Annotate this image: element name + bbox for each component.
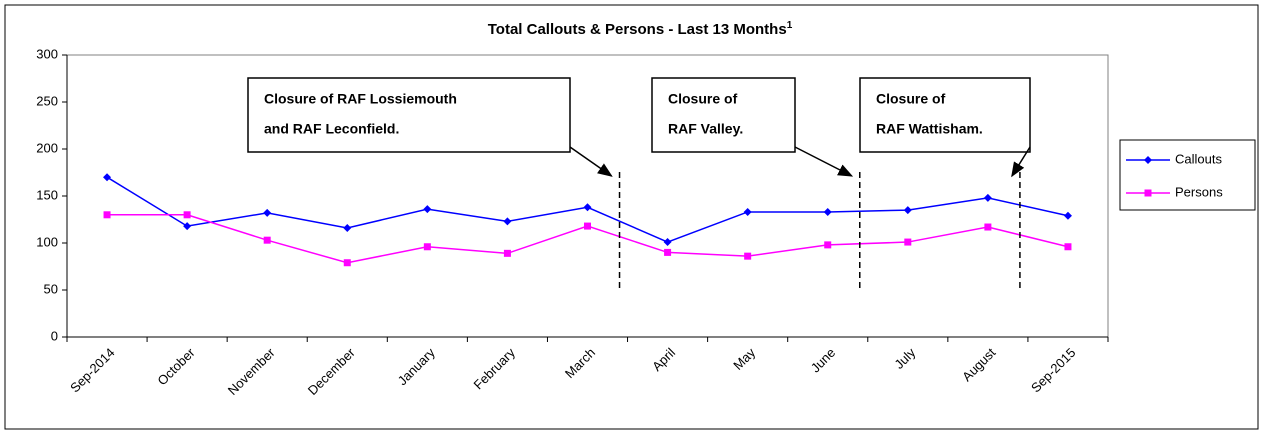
point (503, 217, 512, 226)
point (423, 243, 431, 251)
legend (1119, 139, 1256, 211)
annotation-text: RAF Wattisham. (876, 121, 983, 137)
point (343, 223, 352, 232)
annotation-box (651, 77, 796, 153)
annotation-arrow (794, 146, 854, 177)
annotation-arrow (1011, 146, 1031, 178)
annotation-text: RAF Valley. (668, 121, 743, 137)
y-tick-label: 300 (36, 46, 58, 61)
point (423, 205, 432, 214)
point (103, 211, 111, 219)
point (743, 207, 752, 216)
point (1064, 243, 1072, 251)
point (663, 238, 672, 247)
annotation-text: Closure of RAF Lossiemouth (264, 91, 457, 107)
y-tick-label: 100 (36, 234, 58, 249)
y-tick-label: 0 (51, 328, 58, 343)
annotation-arrow (569, 146, 613, 177)
point (664, 248, 672, 256)
point (503, 249, 511, 257)
point (983, 193, 992, 202)
annotation-box (859, 77, 1031, 153)
point (263, 236, 271, 244)
point (904, 238, 912, 246)
legend-label: Callouts (1175, 151, 1222, 166)
annotation-text: Closure of (876, 91, 946, 107)
annotation-text: and RAF Leconfield. (264, 121, 399, 137)
chart-frame (4, 4, 1259, 430)
y-tick-label: 50 (44, 281, 58, 296)
point (183, 211, 191, 219)
y-tick-label: 250 (36, 93, 58, 108)
point (103, 173, 112, 182)
point (263, 208, 272, 217)
annotation-box (247, 77, 571, 153)
point (183, 222, 192, 231)
legend-marker (1144, 189, 1152, 197)
legend-marker (1144, 156, 1152, 164)
annotation-text: Closure of (668, 91, 738, 107)
y-tick-label: 200 (36, 140, 58, 155)
legend-label: Persons (1175, 184, 1223, 199)
point (1063, 211, 1072, 220)
point (343, 259, 351, 267)
point (583, 203, 592, 212)
chart-title: Total Callouts & Persons - Last 13 Month… (488, 20, 793, 38)
point (824, 241, 832, 249)
point (903, 206, 912, 215)
point (584, 222, 591, 230)
point (744, 252, 752, 260)
y-tick-label: 150 (36, 187, 58, 202)
point (984, 223, 992, 231)
point (823, 207, 832, 216)
